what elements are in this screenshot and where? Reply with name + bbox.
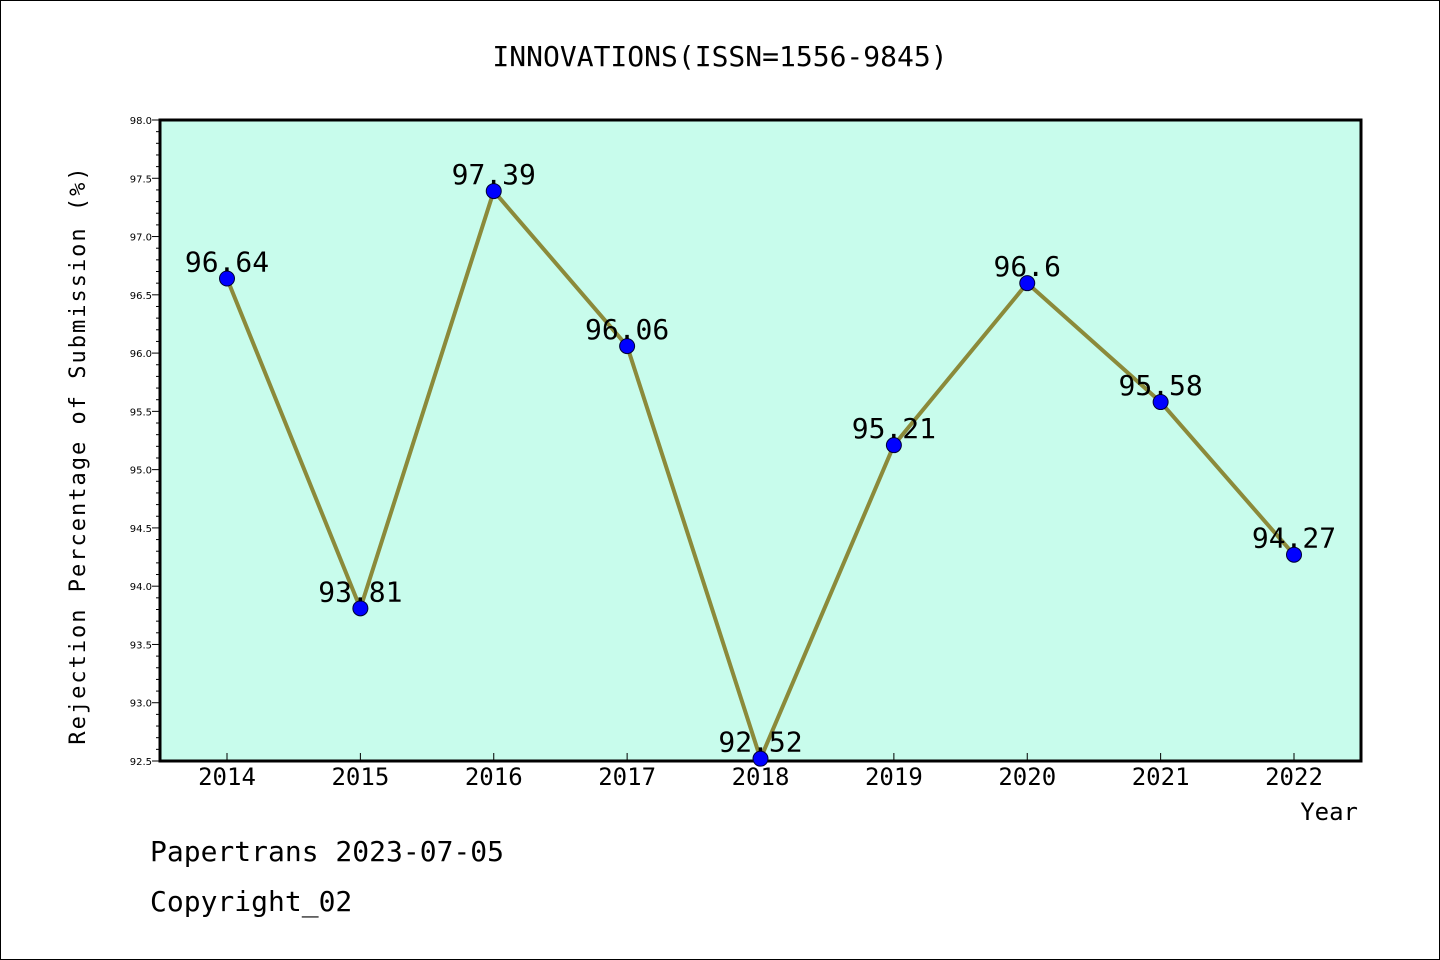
- y-tick-label: 95.0: [130, 466, 152, 477]
- data-point: [752, 750, 769, 767]
- y-tick-label: 96.5: [130, 291, 152, 302]
- y-tick-label: 93.0: [130, 699, 152, 710]
- data-point: [1019, 275, 1036, 292]
- chart-title: INNOVATIONS(ISSN=1556-9845): [492, 40, 947, 73]
- data-label: 96.64: [185, 246, 269, 279]
- plot-area: [158, 118, 1363, 763]
- x-tick-label: 2017: [598, 763, 656, 791]
- x-tick-label: 2016: [465, 763, 523, 791]
- series-group: [219, 183, 1302, 767]
- x-axis: 2014 2015 2016 2017 2018 2019 2020 2021 2022: [198, 753, 1323, 791]
- data-point: [352, 600, 369, 617]
- data-label: 93.81: [318, 575, 402, 608]
- x-tick-label: 2014: [198, 763, 256, 791]
- data-labels: 96.64 93.81 97.39 96.06 92.52 95.21 96.6 95.58 9…: [185, 158, 1336, 759]
- y-axis-label: Rejection Percentage of Submission (%): [66, 165, 91, 744]
- y-axis: 92.5 93.0 93.5 94.0 94.5 95.0 95.5 96.0 96.5 97.0…: [130, 116, 160, 768]
- data-point: [1152, 394, 1169, 411]
- y-tick-label: 95.5: [130, 407, 152, 418]
- data-point: [885, 437, 902, 454]
- y-tick-label: 97.5: [130, 174, 152, 185]
- data-point: [485, 183, 502, 200]
- x-tick-label: 2021: [1132, 763, 1190, 791]
- data-label: 96.6: [994, 250, 1061, 283]
- data-point: [619, 338, 636, 355]
- footer-copyright: Copyright_02: [150, 885, 353, 918]
- data-label: 92.52: [718, 726, 802, 759]
- x-tick-label: 2015: [331, 763, 389, 791]
- y-tick-label: 98.0: [130, 116, 152, 127]
- data-point: [219, 270, 235, 287]
- data-point: [1286, 546, 1302, 563]
- data-label: 95.58: [1118, 369, 1202, 402]
- x-axis-label: Year: [1300, 798, 1358, 826]
- data-label: 95.21: [852, 412, 936, 445]
- y-tick-label: 96.0: [130, 349, 152, 360]
- x-tick-label: 2020: [998, 763, 1056, 791]
- y-tick-label: 97.0: [130, 233, 152, 244]
- y-tick-label: 92.5: [130, 757, 152, 768]
- y-tick-label: 94.5: [130, 524, 152, 535]
- footer-date: Papertrans 2023-07-05: [150, 835, 505, 868]
- data-label: 96.06: [585, 313, 669, 346]
- x-tick-label: 2019: [865, 763, 923, 791]
- data-label: 97.39: [452, 158, 536, 191]
- y-tick-label: 93.5: [130, 640, 152, 651]
- x-tick-label: 2022: [1265, 763, 1323, 791]
- x-tick-label: 2018: [732, 763, 790, 791]
- y-tick-label: 94.0: [130, 582, 152, 593]
- data-label: 94.27: [1252, 522, 1336, 555]
